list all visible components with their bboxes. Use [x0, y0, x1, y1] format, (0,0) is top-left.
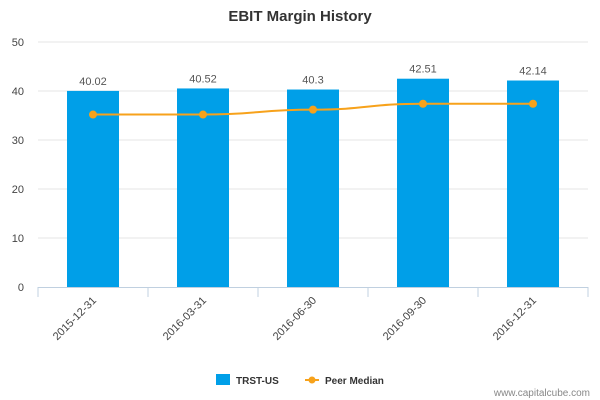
line-series: [89, 99, 537, 119]
bar[interactable]: [287, 89, 339, 287]
bar-data-label: 40.02: [79, 76, 107, 88]
x-axis: 2015-12-31 2016-03-31 2016-06-30 2016-09-30…: [37, 287, 589, 343]
y-tick-label: 20: [12, 184, 24, 196]
legend-item-trst-us[interactable]: TRST-US: [216, 374, 279, 387]
line-point[interactable]: [199, 110, 207, 119]
x-tick-label: 2015-12-31: [51, 295, 99, 343]
bar[interactable]: [177, 88, 229, 288]
legend-label-peer-median: Peer Median: [325, 376, 384, 387]
line-point[interactable]: [309, 105, 317, 114]
y-tick-label: 10: [12, 233, 24, 245]
line-point[interactable]: [419, 99, 427, 108]
chart-title: EBIT Margin History: [228, 8, 372, 25]
legend: TRST-US Peer Median: [216, 374, 384, 387]
x-tick-label: 2016-03-31: [161, 295, 209, 343]
bar[interactable]: [397, 78, 449, 288]
y-tick-label: 50: [12, 37, 24, 49]
legend-item-peer-median[interactable]: Peer Median: [305, 376, 384, 387]
bar[interactable]: [507, 80, 559, 287]
bar-data-label: 40.3: [302, 75, 323, 87]
y-tick-label: 30: [12, 135, 24, 147]
bar[interactable]: [67, 90, 119, 287]
y-tick-label: 40: [12, 86, 24, 98]
y-tick-label: 0: [18, 282, 24, 294]
bar-series: 40.02 40.52 40.3 42.51 42.14: [67, 64, 559, 288]
y-axis: 0 10 20 30 40 50: [12, 37, 24, 294]
x-tick-label: 2016-12-31: [491, 295, 539, 343]
bar-data-label: 42.51: [409, 64, 437, 76]
bar-data-label: 40.52: [189, 73, 217, 85]
x-tick-label: 2016-06-30: [271, 295, 319, 343]
legend-label-trst-us: TRST-US: [236, 376, 279, 387]
bar-data-label: 42.14: [519, 66, 547, 78]
x-tick-label: 2016-09-30: [381, 295, 429, 343]
line-point[interactable]: [89, 110, 97, 119]
line-point[interactable]: [529, 99, 537, 108]
credit-text: www.capitalcube.com: [493, 388, 590, 399]
legend-bar-swatch: [216, 374, 230, 385]
legend-line-marker: [308, 376, 316, 384]
